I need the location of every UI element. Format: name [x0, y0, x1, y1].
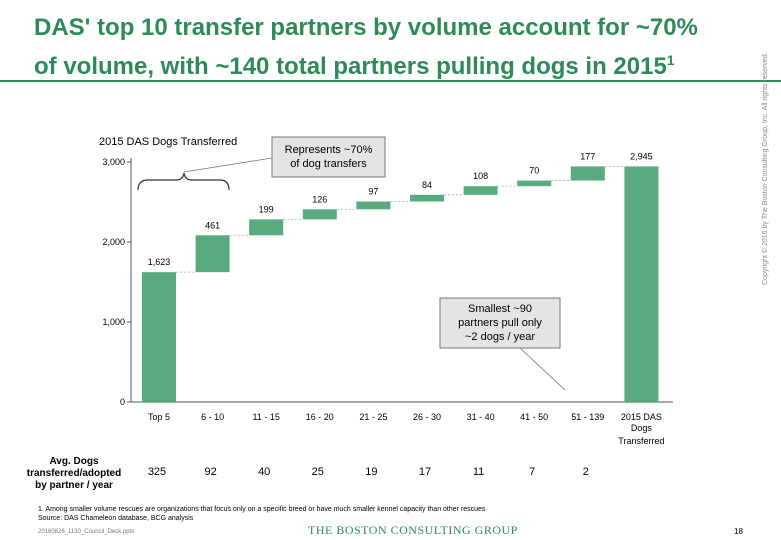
callout-1-text: of dog transfers	[290, 158, 367, 170]
row-value: 17	[419, 466, 431, 478]
row-value: 7	[529, 466, 535, 478]
data-label: 2,945	[630, 151, 653, 161]
x-tick-label: Transferred	[618, 436, 664, 446]
title-line-1: DAS' top 10 transfer partners by volume …	[34, 14, 698, 41]
waterfall-bar	[570, 166, 605, 181]
data-label: 108	[473, 171, 488, 181]
file-name: 20160826_1130_Council_Deck.pptx	[38, 529, 135, 535]
data-label: 97	[368, 187, 378, 197]
row-label: transferred/adopted	[27, 468, 121, 479]
waterfall-bar	[249, 219, 284, 236]
callout-2-text: Smallest ~90	[468, 303, 532, 315]
data-label: 461	[205, 220, 220, 230]
row-value: 25	[312, 466, 324, 478]
callout-box-2	[439, 297, 561, 349]
waterfall-bar	[517, 180, 552, 187]
row-value: 11	[473, 466, 484, 478]
waterfall-bar	[463, 186, 498, 195]
row-label: by partner / year	[35, 480, 113, 491]
title-divider	[0, 80, 781, 82]
footnotes: 1. Among smaller volume rescues are orga…	[38, 505, 485, 523]
callout-1-text: Represents ~70%	[285, 144, 373, 156]
waterfall-bar	[624, 166, 659, 402]
callout-2-text: ~2 dogs / year	[465, 331, 535, 343]
waterfall-bar	[410, 194, 444, 202]
data-label: 1,623	[148, 257, 171, 267]
x-tick-label: 6 - 10	[201, 412, 224, 422]
x-tick-label: 41 - 50	[520, 412, 548, 422]
slide-title: DAS' top 10 transfer partners by volume …	[34, 12, 754, 83]
data-label: 126	[312, 194, 327, 204]
x-tick-label: 51 - 139	[571, 412, 604, 422]
row-value: 325	[148, 466, 166, 478]
footnote-1: 1. Among smaller volume rescues are orga…	[38, 506, 486, 513]
x-tick-label: Dogs	[631, 423, 653, 433]
y-tick-label: 0	[120, 397, 125, 407]
x-tick-label: 11 - 15	[253, 412, 280, 422]
y-tick-label: 3,000	[102, 157, 125, 167]
row-value: 19	[365, 466, 377, 478]
x-tick-label: 26 - 30	[413, 412, 441, 422]
waterfall-bar	[195, 235, 230, 273]
callout-2-text: partners pull only	[458, 317, 542, 329]
waterfall-bar	[302, 209, 337, 220]
callout-box-1	[271, 136, 386, 178]
row-value: 92	[204, 466, 216, 478]
title-line-2: of volume, with ~140 total partners pull…	[34, 53, 667, 80]
x-tick-label: 16 - 20	[306, 412, 334, 422]
data-label: 70	[529, 166, 539, 176]
x-tick-label: 31 - 40	[467, 412, 495, 422]
y-tick-label: 2,000	[102, 237, 125, 247]
row-label: Avg. Dogs	[49, 456, 99, 467]
data-label: 199	[259, 204, 274, 214]
page-number: 18	[734, 527, 743, 536]
bracket	[137, 172, 230, 191]
x-tick-label: Top 5	[148, 412, 170, 422]
chart-title: 2015 DAS Dogs Transferred	[99, 136, 237, 148]
row-value: 2	[583, 466, 589, 478]
x-tick-label: 2015 DAS	[621, 412, 662, 422]
row-value: 40	[258, 466, 270, 478]
source-note: Source: DAS Chameleon database, BCG anal…	[38, 515, 194, 522]
title-line-2-wrap: of volume, with ~140 total partners pull…	[34, 44, 754, 83]
waterfall-bar	[142, 272, 176, 402]
x-tick-label: 21 - 25	[359, 412, 387, 422]
data-label: 84	[422, 180, 432, 190]
y-tick-label: 1,000	[102, 317, 125, 327]
title-footnote-marker: 1	[666, 52, 675, 68]
callout-pointer-2	[519, 347, 566, 391]
bcg-logo: THE BOSTON CONSULTING GROUP	[308, 523, 518, 537]
waterfall-bar	[356, 201, 391, 210]
data-label: 177	[580, 151, 595, 161]
copyright-notice: Copyright © 2016 by The Boston Consultin…	[762, 52, 769, 285]
callout-pointer-1	[183, 157, 273, 173]
